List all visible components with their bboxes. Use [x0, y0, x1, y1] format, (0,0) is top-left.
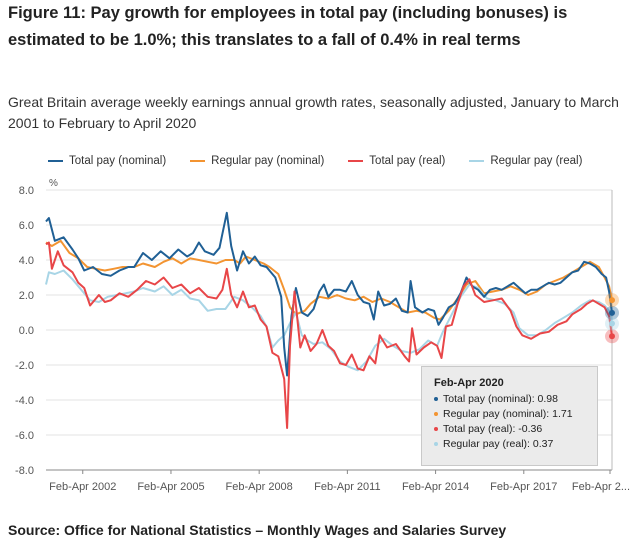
chart-subtitle: Great Britain average weekly earnings an… — [8, 94, 619, 131]
legend-swatch-total-pay-nominal — [48, 159, 63, 163]
marker-point — [609, 309, 615, 316]
legend-swatch-total-pay-real — [348, 159, 364, 163]
tooltip-text: Total pay (nominal): 0.98 — [443, 393, 558, 405]
y-tick-label: -6.0 — [15, 430, 34, 442]
marker-point — [609, 297, 615, 304]
x-tick-label: Feb-Apr 2005 — [137, 481, 204, 493]
tooltip-text: Total pay (real): -0.36 — [443, 423, 543, 435]
legend-label: Total pay (real) — [369, 155, 446, 167]
tooltip-dot — [434, 412, 438, 417]
legend-item-regular-pay-nominal[interactable]: Regular pay (nominal) — [190, 155, 324, 167]
series-line-total-pay-real — [45, 241, 613, 429]
legend-item-total-pay-nominal[interactable]: Total pay (nominal) — [48, 155, 166, 167]
tooltip-dot — [434, 397, 438, 402]
x-tick-label: Feb-Apr 2011 — [314, 481, 380, 493]
data-tooltip: Feb-Apr 2020 Total pay (nominal): 0.98 R… — [421, 366, 598, 466]
x-tick-label: Feb-Apr 2... — [572, 481, 630, 493]
tooltip-text: Regular pay (nominal): 1.71 — [443, 408, 573, 420]
legend-item-total-pay-real[interactable]: Total pay (real) — [348, 155, 445, 167]
series-line-regular-pay-nominal — [45, 239, 613, 321]
y-tick-label: -8.0 — [15, 465, 34, 477]
tooltip-dot — [434, 442, 438, 447]
chart-legend: Total pay (nominal) Regular pay (nominal… — [48, 153, 606, 169]
series-line-total-pay-nominal — [45, 211, 613, 377]
x-tick-label: Feb-Apr 2002 — [49, 481, 116, 493]
legend-label: Regular pay (real) — [490, 155, 583, 167]
legend-item-regular-pay-real[interactable]: Regular pay (real) — [469, 155, 582, 167]
y-tick-label: -4.0 — [15, 395, 34, 407]
y-tick-label: 8.0 — [19, 185, 34, 197]
x-tick-label: Feb-Apr 2008 — [226, 481, 293, 493]
legend-swatch-regular-pay-nominal — [190, 159, 206, 163]
legend-label: Regular pay (nominal) — [211, 155, 325, 167]
tooltip-title: Feb-Apr 2020 — [434, 377, 504, 389]
tooltip-row-total-pay-real: Total pay (real): -0.36 — [434, 422, 585, 437]
marker-point — [609, 333, 615, 340]
source-note: Source: Office for National Statistics –… — [8, 522, 507, 538]
tooltip-row-regular-pay-real: Regular pay (real): 0.37 — [434, 437, 585, 452]
legend-swatch-regular-pay-real — [469, 159, 485, 163]
y-axis-unit: % — [49, 178, 58, 189]
legend-label: Total pay (nominal) — [69, 155, 167, 167]
y-tick-label: 0.0 — [19, 325, 34, 337]
tooltip-text: Regular pay (real): 0.37 — [443, 438, 554, 450]
tooltip-row-total-pay-nominal: Total pay (nominal): 0.98 — [434, 392, 585, 407]
chart-title: Figure 11: Pay growth for employees in t… — [8, 4, 568, 49]
line-chart[interactable]: 8.0 6.0 4.0 2.0 0.0 -2.0 -4.0 -6.0 -8.0% Feb-Apr … — [0, 172, 640, 502]
tooltip-row-regular-pay-nominal: Regular pay (nominal): 1.71 — [434, 407, 585, 422]
y-tick-label: 2.0 — [19, 290, 34, 302]
y-tick-label: -2.0 — [15, 360, 34, 372]
tooltip-dot — [434, 427, 438, 432]
x-tick-label: Feb-Apr 2017 — [490, 481, 557, 493]
x-tick-label: Feb-Apr 2014 — [402, 481, 469, 493]
y-tick-label: 4.0 — [19, 255, 34, 267]
y-tick-label: 6.0 — [19, 220, 34, 232]
series-line-regular-pay-real — [45, 269, 613, 372]
marker-point — [609, 320, 615, 327]
